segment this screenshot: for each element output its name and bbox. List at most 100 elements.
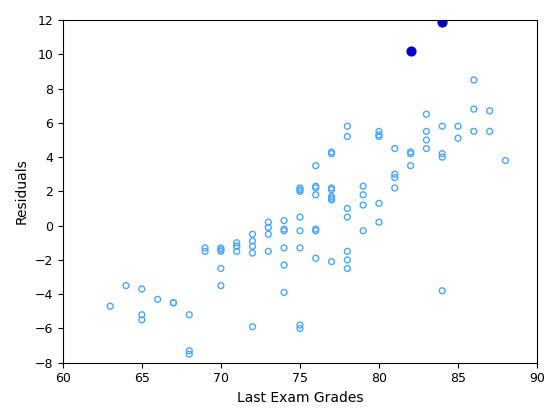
- Point: [406, 162, 415, 169]
- Point: [200, 248, 209, 255]
- Point: [279, 217, 288, 224]
- Point: [137, 317, 146, 323]
- Point: [311, 184, 320, 191]
- Point: [485, 108, 494, 114]
- Point: [216, 244, 225, 251]
- X-axis label: Last Exam Grades: Last Exam Grades: [237, 391, 363, 405]
- Point: [279, 262, 288, 268]
- Point: [279, 226, 288, 232]
- Point: [296, 188, 305, 195]
- Point: [153, 296, 162, 303]
- Point: [311, 227, 320, 234]
- Point: [311, 192, 320, 198]
- Point: [375, 128, 384, 135]
- Point: [106, 303, 115, 310]
- Point: [327, 186, 336, 193]
- Point: [327, 193, 336, 200]
- Point: [232, 248, 241, 255]
- Point: [375, 200, 384, 207]
- Point: [358, 202, 367, 208]
- Point: [375, 131, 384, 138]
- Point: [390, 145, 399, 152]
- Point: [438, 287, 447, 294]
- Point: [375, 219, 384, 226]
- Point: [422, 128, 431, 135]
- Point: [264, 224, 273, 231]
- Point: [232, 243, 241, 249]
- Point: [264, 231, 273, 238]
- Point: [248, 238, 257, 244]
- Point: [311, 183, 320, 189]
- Point: [311, 162, 320, 169]
- Point: [296, 186, 305, 193]
- Point: [406, 47, 415, 54]
- Point: [469, 106, 478, 113]
- Point: [296, 325, 305, 332]
- Point: [232, 239, 241, 246]
- Y-axis label: Residuals: Residuals: [15, 158, 29, 224]
- Point: [296, 322, 305, 328]
- Point: [438, 154, 447, 160]
- Point: [216, 248, 225, 255]
- Point: [264, 219, 273, 226]
- Point: [422, 145, 431, 152]
- Point: [311, 226, 320, 232]
- Point: [375, 133, 384, 140]
- Point: [216, 282, 225, 289]
- Point: [485, 128, 494, 135]
- Point: [137, 311, 146, 318]
- Point: [279, 289, 288, 296]
- Point: [438, 150, 447, 157]
- Point: [422, 136, 431, 143]
- Point: [248, 323, 257, 330]
- Point: [343, 133, 352, 140]
- Point: [501, 157, 510, 164]
- Point: [296, 227, 305, 234]
- Point: [454, 135, 463, 142]
- Point: [296, 214, 305, 220]
- Point: [343, 214, 352, 220]
- Point: [327, 150, 336, 157]
- Point: [216, 265, 225, 272]
- Point: [358, 183, 367, 189]
- Point: [296, 184, 305, 191]
- Point: [469, 128, 478, 135]
- Point: [327, 197, 336, 203]
- Point: [358, 192, 367, 198]
- Point: [327, 149, 336, 155]
- Point: [454, 123, 463, 130]
- Point: [279, 227, 288, 234]
- Point: [169, 299, 178, 306]
- Point: [343, 257, 352, 263]
- Point: [438, 18, 447, 25]
- Point: [390, 174, 399, 181]
- Point: [137, 286, 146, 292]
- Point: [343, 123, 352, 130]
- Point: [311, 255, 320, 262]
- Point: [469, 76, 478, 83]
- Point: [279, 244, 288, 251]
- Point: [438, 123, 447, 130]
- Point: [296, 244, 305, 251]
- Point: [200, 244, 209, 251]
- Point: [169, 299, 178, 306]
- Point: [327, 258, 336, 265]
- Point: [406, 149, 415, 155]
- Point: [390, 171, 399, 178]
- Point: [232, 243, 241, 249]
- Point: [185, 347, 194, 354]
- Point: [343, 265, 352, 272]
- Point: [185, 311, 194, 318]
- Point: [248, 231, 257, 238]
- Point: [264, 248, 273, 255]
- Point: [248, 250, 257, 257]
- Point: [343, 205, 352, 212]
- Point: [327, 184, 336, 191]
- Point: [406, 150, 415, 157]
- Point: [358, 227, 367, 234]
- Point: [422, 111, 431, 118]
- Point: [390, 184, 399, 191]
- Point: [248, 243, 257, 249]
- Point: [216, 246, 225, 253]
- Point: [185, 351, 194, 357]
